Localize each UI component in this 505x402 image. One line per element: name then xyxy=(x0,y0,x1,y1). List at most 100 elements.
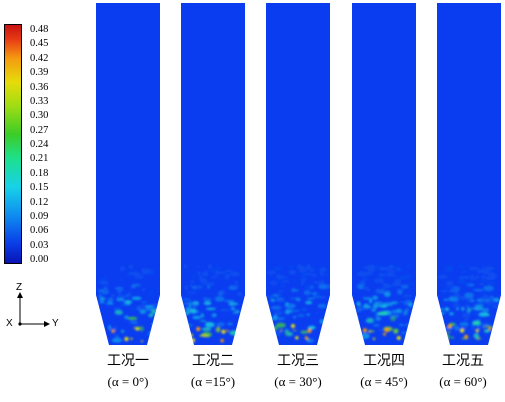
concentration-blob xyxy=(394,269,404,272)
concentration-hotspot xyxy=(362,328,367,333)
concentration-blob xyxy=(470,276,477,281)
concentration-hotspot xyxy=(368,330,371,333)
concentration-blob xyxy=(458,278,466,284)
concentration-blob xyxy=(379,274,386,278)
concentration-blob xyxy=(363,271,373,276)
concentration-blob xyxy=(124,315,129,320)
color-scale-labels: 0.48 0.45 0.42 0.39 0.36 0.33 0.30 0.27 0.24 0.21… xyxy=(0,0,80,280)
case-name: 工况五 xyxy=(442,354,484,369)
concentration-blob xyxy=(123,295,130,298)
concentration-blob xyxy=(210,276,216,279)
concentration-blob xyxy=(362,277,369,280)
concentration-blob xyxy=(390,316,396,322)
concentration-blob xyxy=(372,295,379,301)
concentration-hotspot xyxy=(190,333,193,337)
concentration-blob xyxy=(473,333,480,339)
contour-plot-case-2 xyxy=(181,3,245,345)
concentration-blob xyxy=(473,283,477,286)
concentration-hotspot xyxy=(475,329,479,333)
concentration-blob xyxy=(195,285,201,290)
concentration-blob xyxy=(305,284,312,291)
concentration-blob xyxy=(275,331,280,337)
concentration-blob xyxy=(214,296,225,302)
hopper-body xyxy=(437,3,501,345)
concentration-blob xyxy=(127,316,138,320)
concentration-blob xyxy=(273,310,283,316)
hopper-body xyxy=(96,3,160,345)
concentration-blob xyxy=(311,292,317,295)
concentration-blob xyxy=(439,312,446,315)
concentration-blob xyxy=(401,331,407,334)
color-scale-tick: 0.27 xyxy=(30,124,49,136)
concentration-blob xyxy=(209,269,217,273)
concentration-blob xyxy=(479,282,485,286)
concentration-blob xyxy=(320,273,329,276)
concentration-blob xyxy=(301,272,308,278)
concentration-blob xyxy=(201,327,212,332)
concentration-blob xyxy=(292,315,297,319)
concentration-blob xyxy=(188,301,193,306)
concentration-blob xyxy=(300,330,308,334)
concentration-blob xyxy=(380,282,390,285)
color-scale-bar xyxy=(4,24,22,264)
concentration-blob xyxy=(269,280,278,286)
concentration-blob xyxy=(372,303,379,309)
concentration-blob xyxy=(391,309,399,314)
concentration-blob xyxy=(144,333,149,337)
hopper-body xyxy=(181,3,245,345)
concentration-blob xyxy=(457,265,466,268)
concentration-blob xyxy=(123,300,133,304)
concentration-blob xyxy=(190,308,197,314)
concentration-blob xyxy=(369,330,375,333)
concentration-blob xyxy=(459,322,469,327)
concentration-blob xyxy=(363,303,370,309)
concentration-blob xyxy=(297,314,305,317)
concentration-blob xyxy=(402,294,413,298)
concentration-blob xyxy=(398,300,407,304)
concentration-blob xyxy=(454,297,459,302)
concentration-blob xyxy=(398,323,405,327)
concentration-blob xyxy=(454,325,460,331)
concentration-blob xyxy=(404,323,413,328)
concentration-blob xyxy=(405,308,410,311)
concentration-hotspot xyxy=(291,324,295,328)
concentration-blob xyxy=(98,293,102,298)
contour-plot-case-3 xyxy=(266,3,330,345)
concentration-blob xyxy=(287,266,295,268)
concentration-blob xyxy=(486,314,490,316)
concentration-blob xyxy=(183,263,188,269)
concentration-blob xyxy=(357,285,364,290)
concentration-blob xyxy=(228,286,238,290)
panel-case-5 xyxy=(437,3,501,345)
concentration-blob xyxy=(182,324,194,327)
concentration-blob xyxy=(192,315,201,320)
concentration-blob xyxy=(382,285,386,292)
concentration-blob xyxy=(406,265,412,268)
caption-case-2: 工况二 (α =15°) xyxy=(171,352,255,392)
concentration-blob xyxy=(299,282,306,285)
concentration-blob xyxy=(219,308,230,312)
concentration-blob xyxy=(461,306,465,311)
concentration-blob xyxy=(299,265,306,269)
color-scale-tick: 0.24 xyxy=(30,139,49,150)
color-scale-tick: 0.12 xyxy=(30,196,49,208)
case-angle: (α = 45°) xyxy=(360,374,408,389)
concentration-blob xyxy=(320,336,325,342)
concentration-blob xyxy=(185,306,192,313)
concentration-blob xyxy=(287,332,293,336)
concentration-blob xyxy=(375,317,382,321)
concentration-blob xyxy=(472,320,481,326)
concentration-blob xyxy=(468,266,479,271)
concentration-blob xyxy=(230,271,240,277)
concentration-blob xyxy=(270,305,282,310)
concentration-blob xyxy=(182,298,192,301)
concentration-blob xyxy=(454,293,461,297)
concentration-hotspot xyxy=(226,329,229,332)
concentration-blob xyxy=(139,326,144,332)
concentration-hotspot xyxy=(488,327,492,331)
concentration-blob xyxy=(474,304,484,306)
concentration-blob xyxy=(292,329,297,332)
concentration-blob xyxy=(207,263,212,270)
concentration-blob xyxy=(205,307,217,310)
axis-z-label: Z xyxy=(16,282,23,293)
